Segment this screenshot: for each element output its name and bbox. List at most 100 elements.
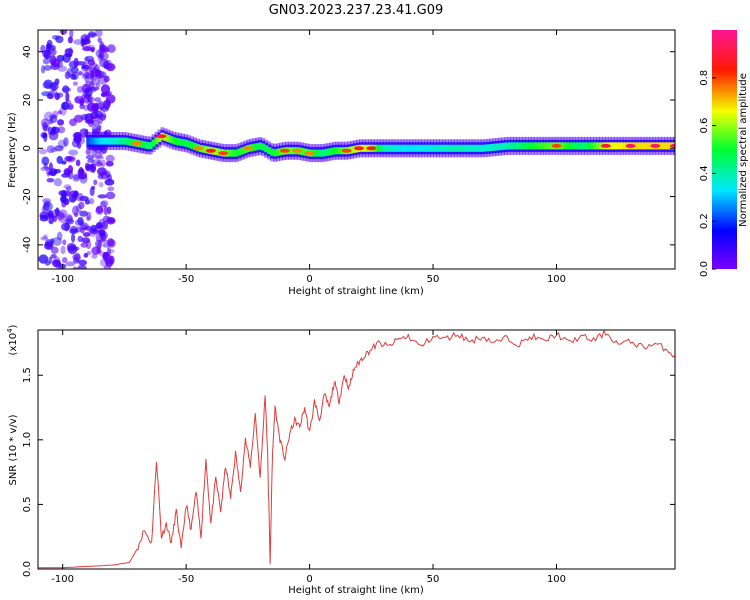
ridge-cell — [142, 141, 147, 149]
ridge-cell — [438, 144, 443, 152]
ridge-cell — [101, 137, 106, 145]
colorbar: 0.0 0.2 0.4 0.6 0.8 Normalized spectral ampl… — [699, 30, 749, 277]
ridge-cell — [507, 142, 512, 150]
noise-speckle — [85, 163, 95, 170]
ridge-cell — [275, 148, 280, 156]
ridge-cell — [261, 143, 266, 151]
ridge-cell — [447, 144, 452, 152]
noise-speckle — [58, 209, 68, 219]
noise-speckle — [40, 236, 49, 241]
noise-speckle — [105, 63, 116, 72]
noise-speckle — [81, 73, 89, 80]
ridge-cell — [566, 142, 571, 150]
ridge-cell — [166, 135, 171, 143]
ridge-cell — [412, 144, 417, 152]
ridge-cell — [646, 142, 651, 150]
noise-speckle — [70, 233, 76, 243]
x-tick-label: -50 — [178, 274, 194, 285]
ridge-cell — [190, 141, 195, 149]
noise-speckle — [105, 154, 115, 163]
ridge-cell — [471, 144, 476, 152]
noise-speckle — [72, 266, 78, 269]
ridge-cell — [560, 142, 565, 150]
noise-speckle — [47, 90, 56, 99]
noise-speckle — [90, 46, 95, 53]
noise-speckle — [51, 58, 61, 68]
ridge-cell — [175, 138, 180, 146]
ridge-cell — [317, 149, 322, 157]
ridge-cell — [619, 142, 624, 150]
y-tick-label: -20 — [22, 188, 33, 204]
noise-speckle — [77, 216, 84, 226]
ridge-cell — [184, 139, 189, 147]
ridge-cell — [154, 137, 159, 145]
noise-speckle — [82, 71, 91, 78]
noise-speckle — [107, 239, 116, 248]
colorbar-tick-label: 0.2 — [699, 213, 710, 229]
noise-speckle — [68, 149, 79, 156]
colorbar-tick-label: 0.8 — [699, 70, 710, 86]
ridge-cell — [201, 145, 206, 153]
noise-speckle — [105, 160, 114, 167]
ridge-cell — [530, 142, 535, 150]
noise-speckle — [49, 48, 57, 56]
noise-speckle — [73, 57, 79, 68]
snr-series-line — [38, 330, 675, 569]
ridge-cell — [270, 148, 275, 156]
ridge-peak — [625, 143, 636, 148]
ridge-cell — [329, 147, 334, 155]
noise-speckle — [95, 69, 102, 79]
colorbar-label: Normalized spectral amplitude — [738, 73, 749, 227]
y-tick-label: 0 — [22, 145, 33, 151]
snr-exponent-label: (x104) — [6, 324, 19, 355]
ridge-cell — [95, 137, 100, 145]
noise-speckle — [43, 64, 52, 71]
y-tick-label: 20 — [22, 94, 33, 107]
ridge-cell — [643, 142, 648, 150]
ridge-cell — [403, 144, 408, 152]
ridge-cell — [252, 143, 257, 151]
x-tick-label: -50 — [178, 574, 194, 585]
x-tick-label: 100 — [547, 274, 566, 285]
noise-speckle — [85, 67, 92, 75]
y-tick-label: 0.0 — [22, 561, 33, 577]
noise-speckle — [95, 49, 103, 58]
ridge-cell — [421, 144, 426, 152]
noise-speckle — [52, 236, 62, 246]
noise-speckle — [52, 110, 59, 118]
x-tick-label: -100 — [51, 274, 74, 285]
ridge-cell — [151, 139, 156, 147]
ridge-cell — [524, 142, 529, 150]
noise-speckle — [100, 84, 111, 95]
noise-speckle — [93, 179, 98, 186]
noise-speckle — [69, 30, 74, 38]
ridge-cell — [216, 148, 221, 156]
ridge-cell — [228, 149, 233, 157]
ridge-cell — [418, 144, 423, 152]
noise-speckle — [99, 150, 105, 156]
ridge-cell — [441, 144, 446, 152]
snr-exponent-power: 4 — [6, 328, 14, 333]
ridge-cell — [613, 142, 618, 150]
noise-speckle — [61, 102, 67, 110]
noise-speckle — [103, 205, 108, 216]
noise-speckle — [54, 78, 60, 85]
ridge-cell — [415, 144, 420, 152]
colorbar-tick-label: 0.6 — [699, 118, 710, 134]
ridge-cell — [382, 144, 387, 152]
ridge-peak — [650, 143, 661, 148]
noise-speckle — [57, 119, 65, 126]
ridge-cell — [231, 149, 236, 157]
ridge-peak — [218, 151, 229, 156]
ridge-cell — [89, 137, 94, 145]
noise-speckle — [99, 232, 106, 237]
noise-speckle — [63, 137, 69, 147]
ridge-peak — [242, 146, 253, 151]
ridge-cell — [107, 137, 112, 145]
noise-speckle — [67, 245, 78, 255]
noise-speckle — [46, 177, 55, 183]
noise-speckle — [64, 222, 70, 232]
spectrogram-heatmap — [38, 30, 675, 269]
ridge-cell — [127, 138, 132, 146]
ridge-cell — [148, 141, 153, 149]
